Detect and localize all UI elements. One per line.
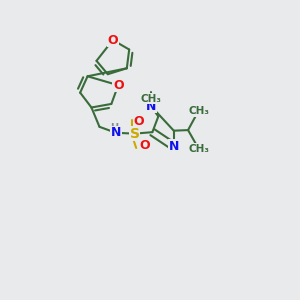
Text: O: O [139,139,150,152]
Text: O: O [107,34,118,46]
Text: N: N [169,140,179,153]
Text: O: O [134,115,144,128]
Text: H: H [110,123,118,133]
Text: O: O [113,79,124,92]
Text: CH₃: CH₃ [188,106,209,116]
Text: CH₃: CH₃ [188,143,209,154]
Text: S: S [130,127,140,141]
Text: CH₃: CH₃ [140,94,161,103]
Text: N: N [111,126,121,139]
Text: N: N [146,100,156,112]
